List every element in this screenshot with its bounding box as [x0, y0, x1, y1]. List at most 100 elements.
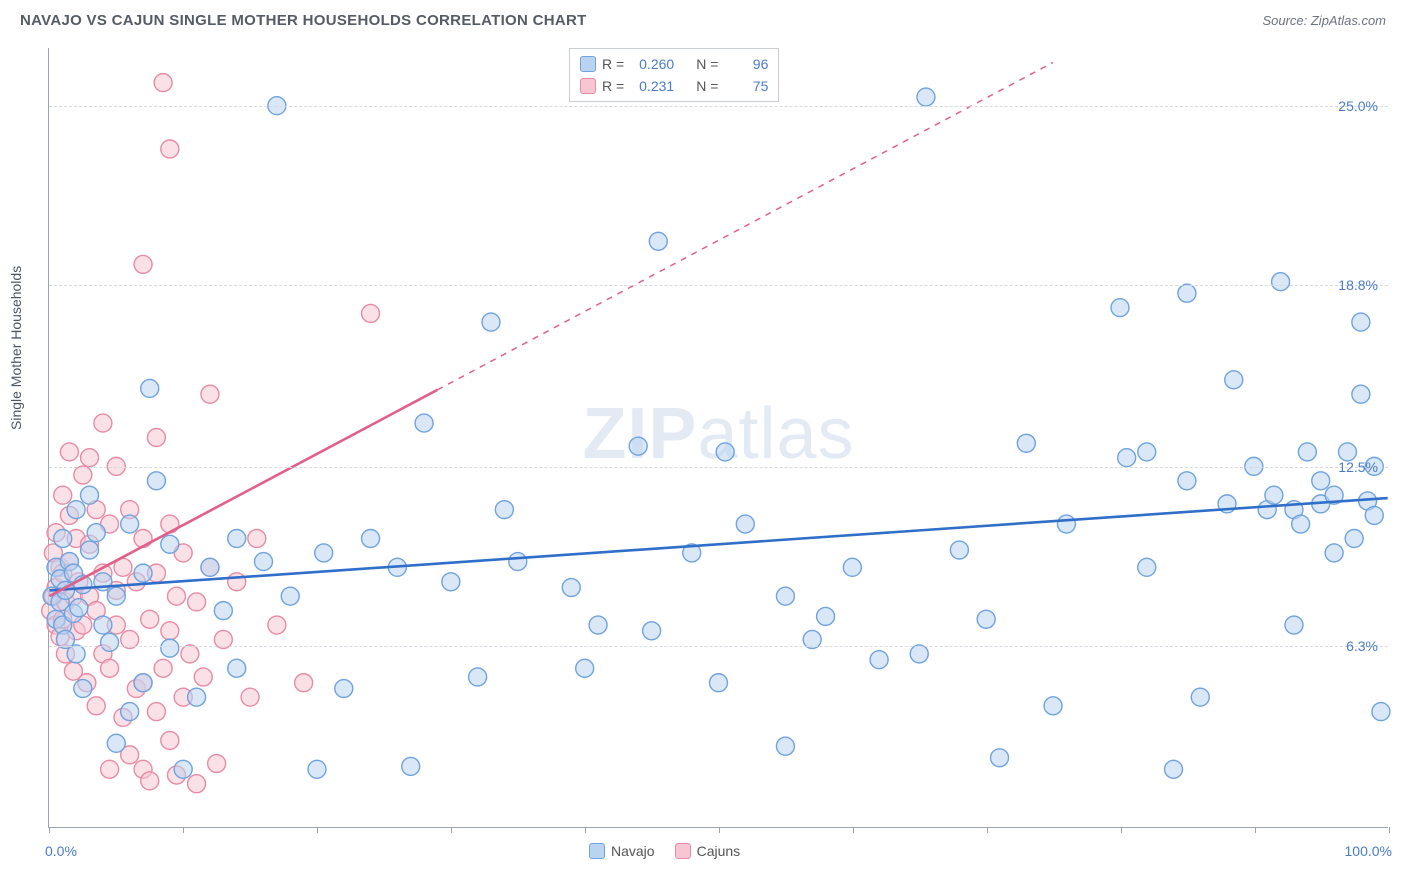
data-point	[1165, 760, 1183, 778]
data-point	[107, 587, 125, 605]
x-tick	[183, 827, 184, 833]
legend-row-cajuns: R = 0.231 N = 75	[580, 75, 768, 97]
data-point	[54, 529, 72, 547]
data-point	[134, 529, 152, 547]
data-point	[188, 688, 206, 706]
data-point	[1138, 443, 1156, 461]
swatch-navajo	[589, 843, 605, 859]
legend-row-navajo: R = 0.260 N = 96	[580, 53, 768, 75]
data-point	[1312, 472, 1330, 490]
data-point	[241, 688, 259, 706]
x-tick	[719, 827, 720, 833]
data-point	[67, 645, 85, 663]
data-point	[1292, 515, 1310, 533]
data-point	[910, 645, 928, 663]
data-point	[141, 610, 159, 628]
data-point	[94, 616, 112, 634]
data-point	[1325, 544, 1343, 562]
data-point	[1178, 284, 1196, 302]
data-point	[81, 486, 99, 504]
correlation-legend: R = 0.260 N = 96 R = 0.231 N = 75	[569, 48, 779, 102]
data-point	[629, 437, 647, 455]
data-point	[1372, 703, 1390, 721]
data-point	[1365, 506, 1383, 524]
n-label: N =	[696, 78, 718, 94]
data-point	[70, 599, 88, 617]
n-value-navajo: 96	[724, 56, 768, 72]
data-point	[141, 772, 159, 790]
y-tick-label: 25.0%	[1338, 98, 1378, 114]
x-tick	[451, 827, 452, 833]
data-point	[776, 737, 794, 755]
data-point	[495, 501, 513, 519]
data-point	[1352, 385, 1370, 403]
data-point	[295, 674, 313, 692]
data-point	[161, 140, 179, 158]
data-point	[1285, 616, 1303, 634]
data-point	[161, 639, 179, 657]
x-tick	[987, 827, 988, 833]
x-tick-min: 0.0%	[45, 843, 77, 859]
x-tick	[1121, 827, 1122, 833]
r-label: R =	[602, 56, 624, 72]
data-point	[168, 587, 186, 605]
data-point	[74, 466, 92, 484]
gridline-h	[49, 285, 1388, 286]
chart-plot-area: ZIPatlas R = 0.260 N = 96 R = 0.231 N = …	[48, 48, 1388, 828]
data-point	[154, 74, 172, 92]
data-point	[214, 602, 232, 620]
data-point	[442, 573, 460, 591]
data-point	[843, 558, 861, 576]
data-point	[589, 616, 607, 634]
trendline-cajuns-dashed	[437, 62, 1053, 389]
data-point	[101, 659, 119, 677]
data-point	[74, 680, 92, 698]
data-point	[67, 501, 85, 519]
r-value-cajuns: 0.231	[630, 78, 674, 94]
data-point	[188, 775, 206, 793]
gridline-h	[49, 467, 1388, 468]
data-point	[121, 703, 139, 721]
data-point	[147, 703, 165, 721]
x-tick	[853, 827, 854, 833]
data-point	[991, 749, 1009, 767]
data-point	[147, 472, 165, 490]
data-point	[950, 541, 968, 559]
data-point	[1272, 273, 1290, 291]
data-point	[1225, 371, 1243, 389]
data-point	[1345, 529, 1363, 547]
data-point	[161, 731, 179, 749]
chart-title: NAVAJO VS CAJUN SINGLE MOTHER HOUSEHOLDS…	[20, 12, 587, 29]
data-point	[776, 587, 794, 605]
data-point	[134, 564, 152, 582]
data-point	[562, 579, 580, 597]
data-point	[1191, 688, 1209, 706]
data-point	[228, 529, 246, 547]
data-point	[469, 668, 487, 686]
data-point	[248, 529, 266, 547]
swatch-navajo	[580, 56, 596, 72]
data-point	[415, 414, 433, 432]
data-point	[208, 755, 226, 773]
y-tick-label: 12.5%	[1338, 459, 1378, 475]
data-point	[161, 535, 179, 553]
data-point	[101, 760, 119, 778]
x-tick	[317, 827, 318, 833]
data-point	[194, 668, 212, 686]
x-tick	[585, 827, 586, 833]
data-point	[482, 313, 500, 331]
data-point	[1044, 697, 1062, 715]
data-point	[1057, 515, 1075, 533]
legend-label-navajo: Navajo	[611, 843, 655, 859]
legend-item-navajo: Navajo	[589, 843, 655, 859]
x-tick	[1389, 827, 1390, 833]
swatch-cajuns	[580, 78, 596, 94]
data-point	[81, 541, 99, 559]
gridline-h	[49, 106, 1388, 107]
data-point	[977, 610, 995, 628]
data-point	[228, 659, 246, 677]
data-point	[710, 674, 728, 692]
data-point	[174, 760, 192, 778]
x-tick	[1255, 827, 1256, 833]
data-point	[362, 304, 380, 322]
